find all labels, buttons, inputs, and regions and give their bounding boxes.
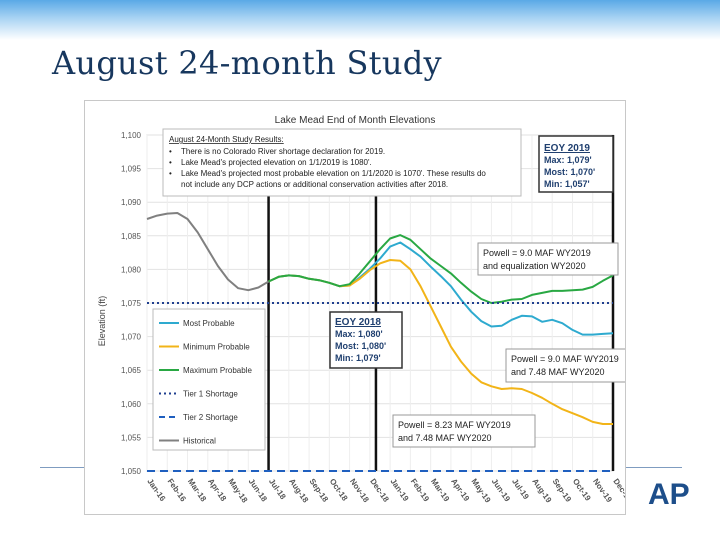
y-tick-label: 1,080 [121, 265, 142, 274]
x-tick-label: May-19 [470, 477, 493, 505]
legend-label: Maximum Probable [183, 366, 252, 375]
x-tick-label: Sep-19 [551, 477, 574, 504]
y-tick-label: 1,070 [121, 333, 142, 342]
y-tick-label: 1,075 [121, 299, 142, 308]
slide-header-band [0, 0, 720, 40]
x-tick-label: Nov-18 [348, 477, 371, 504]
series-group [146, 212, 614, 472]
eoy-2019-min: Min: 1,057' [544, 179, 590, 189]
x-tick-label: Jul-18 [267, 477, 288, 502]
eoy-2018-max: Max: 1,080' [335, 329, 383, 339]
powell-min-line-1: Powell = 8.23 MAF WY2019 [398, 420, 511, 430]
chart-title: Lake Mead End of Month Elevations [275, 115, 436, 126]
x-tick-label: Dec-19 [611, 477, 625, 504]
x-tick-label: Jan-19 [388, 477, 410, 503]
x-tick-label: Jun-18 [247, 477, 269, 504]
x-tick-label: Feb-16 [166, 477, 188, 504]
lake-mead-elevation-chart: Lake Mead End of Month Elevations Elevat… [97, 115, 625, 505]
x-tick-label: Dec-18 [368, 477, 391, 504]
x-tick-label: Jul-19 [510, 477, 531, 502]
powell-most-annotation: Powell = 9.0 MAF WY2019 and 7.48 MAF WY2… [505, 348, 625, 383]
chart-frame: Lake Mead End of Month Elevations Elevat… [84, 100, 626, 515]
eoy-2019-annotation: EOY 2019 Max: 1,079' Most: 1,070' Min: 1… [538, 135, 614, 193]
eoy-2019-title: EOY 2019 [544, 143, 590, 154]
y-tick-label: 1,065 [121, 366, 142, 375]
y-tick-label: 1,050 [121, 467, 142, 476]
x-tick-label: Aug-19 [530, 477, 553, 505]
powell-max-annotation: Powell = 9.0 MAF WY2019 and equalization… [477, 242, 619, 276]
legend-label: Minimum Probable [183, 343, 250, 352]
study-results-bullet-1: There is no Colorado River shortage decl… [181, 147, 385, 156]
powell-most-line-2: and 7.48 MAF WY2020 [511, 367, 605, 377]
x-tick-label: Jan-16 [145, 477, 167, 503]
maximum-probable-series-line [268, 234, 614, 304]
legend-label: Most Probable [183, 319, 235, 328]
study-results-bullet-3-cont: not include any DCP actions or additiona… [181, 180, 448, 189]
footer-rule-right [622, 467, 682, 468]
x-tick-label: Jun-19 [490, 477, 512, 504]
powell-most-line-1: Powell = 9.0 MAF WY2019 [511, 354, 619, 364]
x-tick-label: Apr-18 [206, 477, 228, 503]
powell-max-line-2: and equalization WY2020 [483, 261, 586, 271]
minimum-probable-series-line [268, 259, 613, 425]
footer-rule-left [40, 467, 88, 468]
x-tick-label: Aug-18 [287, 477, 310, 505]
eoy-2018-min: Min: 1,079' [335, 353, 381, 363]
legend-label: Historical [183, 437, 216, 446]
y-tick-label: 1,095 [121, 165, 142, 174]
legend-label: Tier 2 Shortage [183, 413, 238, 422]
legend-label: Tier 1 Shortage [183, 390, 238, 399]
eoy-2018-annotation: EOY 2018 Max: 1,080' Most: 1,080' Min: 1… [329, 311, 403, 369]
bullet-dot: • [169, 169, 172, 178]
powell-max-line-1: Powell = 9.0 MAF WY2019 [483, 248, 591, 258]
y-tick-label: 1,055 [121, 433, 142, 442]
x-tick-label: Sep-18 [307, 477, 330, 504]
study-results-bullet-2: Lake Mead's projected elevation on 1/1/2… [181, 158, 372, 167]
bullet-dot: • [169, 158, 172, 167]
y-tick-label: 1,100 [121, 131, 142, 140]
logo-text: AP [648, 478, 690, 511]
x-tick-label: Oct-19 [571, 477, 593, 503]
legend: Most Probable Minimum Probable Maximum Pro… [152, 308, 266, 451]
study-results-bullet-3: Lake Mead's projected most probable elev… [181, 169, 486, 178]
x-tick-label: Mar-19 [429, 477, 451, 504]
bullet-dot: • [169, 147, 172, 156]
x-tick-label: Oct-18 [328, 477, 350, 503]
y-tick-label: 1,060 [121, 400, 142, 409]
x-tick-label: May-18 [226, 477, 249, 505]
eoy-2018-title: EOY 2018 [335, 317, 381, 328]
x-tick-label: Nov-19 [591, 477, 614, 504]
x-tick-label: Mar-18 [186, 477, 208, 504]
eoy-2019-most: Most: 1,070' [544, 167, 595, 177]
x-tick-label: Apr-19 [449, 477, 471, 503]
historical-series-line [146, 212, 270, 292]
slide-title: August 24-month Study [52, 44, 442, 82]
y-tick-label: 1,090 [121, 198, 142, 207]
study-results-title: August 24-Month Study Results: [169, 135, 284, 144]
x-tick-label: Feb-19 [409, 477, 431, 504]
study-results-annotation: August 24-Month Study Results: • There i… [162, 128, 522, 197]
y-axis-label: Elevation (ft) [97, 296, 107, 347]
powell-min-line-2: and 7.48 MAF WY2020 [398, 433, 492, 443]
powell-min-annotation: Powell = 8.23 MAF WY2019 and 7.48 MAF WY… [392, 414, 536, 448]
eoy-2018-most: Most: 1,080' [335, 341, 386, 351]
y-tick-label: 1,085 [121, 232, 142, 241]
eoy-2019-max: Max: 1,079' [544, 155, 592, 165]
